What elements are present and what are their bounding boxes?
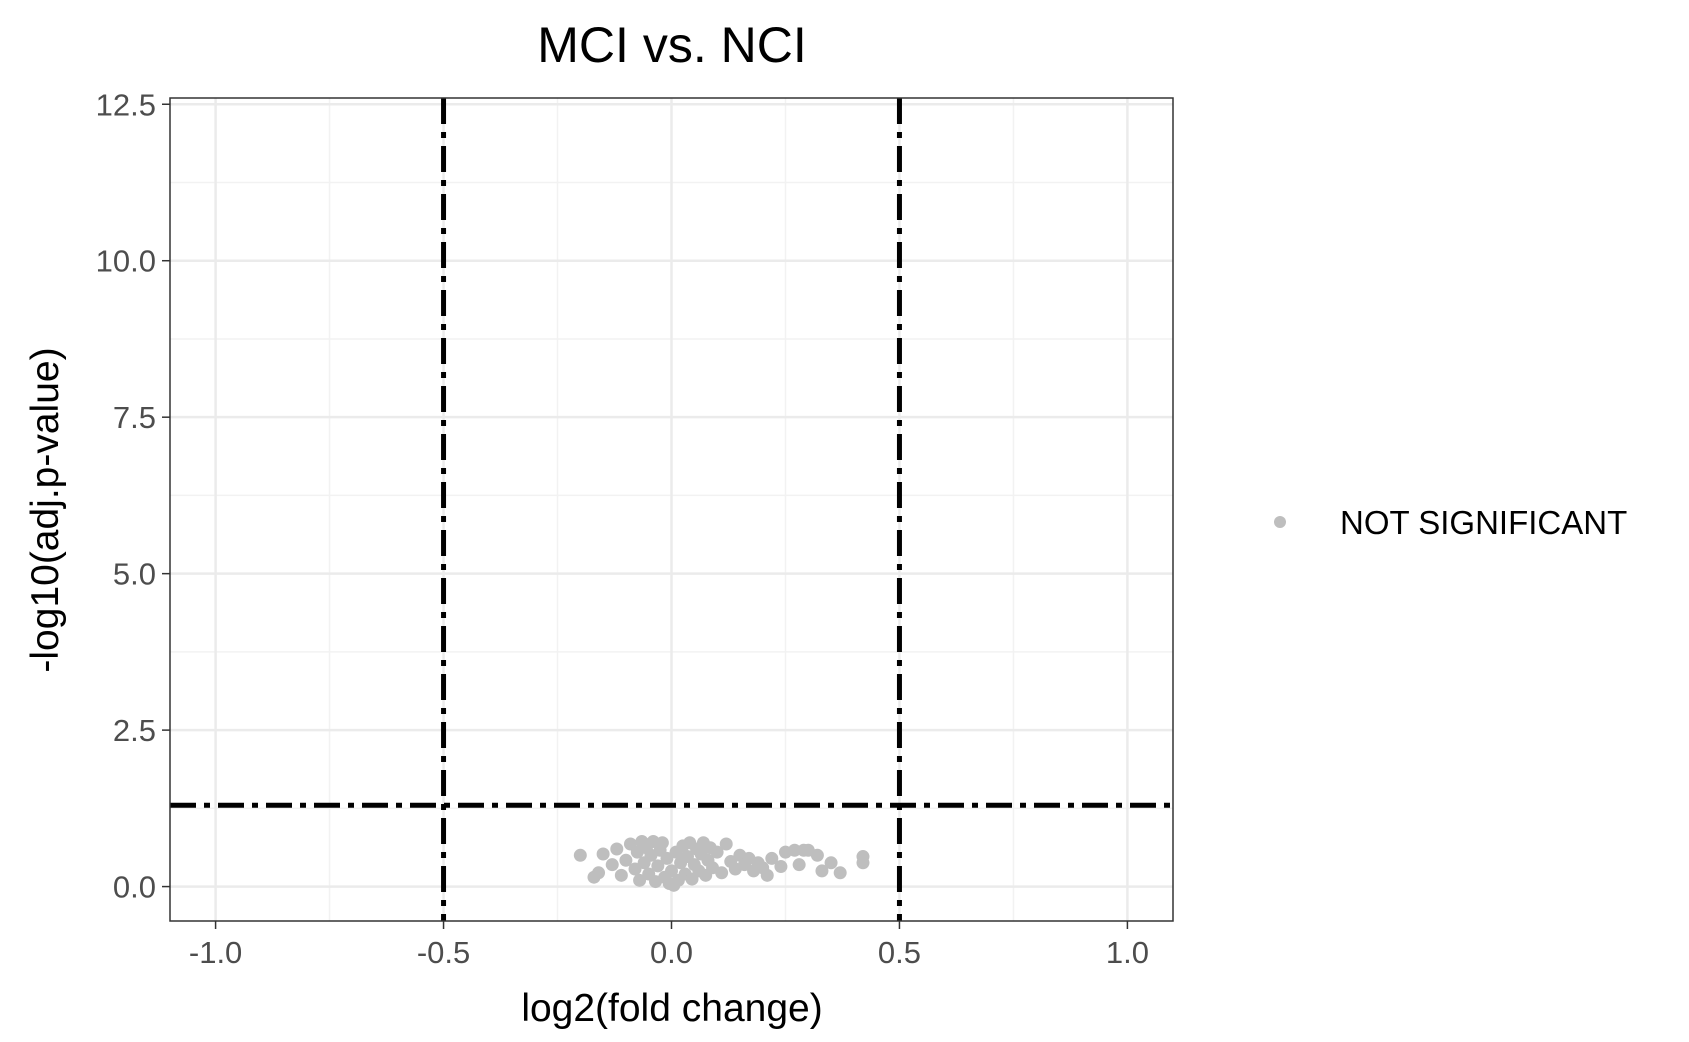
x-tick-label: 1.0 (1106, 935, 1149, 970)
data-point (774, 860, 788, 874)
data-point (815, 864, 829, 878)
data-point (660, 851, 674, 865)
data-point (596, 847, 610, 861)
data-point (651, 859, 665, 873)
data-point (605, 858, 619, 872)
y-tick-label: 7.5 (113, 400, 156, 435)
data-points (573, 835, 870, 892)
data-point (614, 868, 628, 882)
data-point (824, 856, 838, 870)
legend-key (1274, 516, 1286, 528)
data-point (573, 848, 587, 862)
data-point (856, 850, 870, 864)
y-axis: 0.0 2.5 5.0 7.5 10.0 12.5 (96, 87, 170, 905)
chart-title: MCI vs. NCI (537, 17, 806, 73)
data-point (592, 866, 606, 880)
y-tick-label: 12.5 (96, 87, 156, 122)
data-point (810, 848, 824, 862)
data-point (710, 845, 724, 859)
y-tick-label: 0.0 (113, 870, 156, 905)
data-point (610, 842, 624, 856)
data-point (628, 862, 642, 876)
data-point (715, 866, 729, 880)
x-tick-label: -0.5 (417, 935, 470, 970)
data-point (765, 851, 779, 865)
y-axis-title: -log10(adj.p-value) (24, 347, 67, 672)
data-point (833, 866, 847, 880)
data-point (655, 836, 669, 850)
data-point (719, 837, 733, 851)
data-point (760, 868, 774, 882)
x-tick-label: -1.0 (189, 935, 242, 970)
data-point (792, 858, 806, 872)
x-axis-title: log2(fold change) (521, 987, 822, 1030)
data-point (788, 843, 802, 857)
y-tick-label: 10.0 (96, 244, 156, 279)
legend: NOT SIGNIFICANT (1274, 504, 1627, 541)
x-tick-label: 0.0 (650, 935, 693, 970)
data-point (619, 853, 633, 867)
y-tick-label: 2.5 (113, 713, 156, 748)
threshold-lines (170, 98, 1173, 921)
y-tick-label: 5.0 (113, 557, 156, 592)
legend-label: NOT SIGNIFICANT (1340, 504, 1627, 541)
x-tick-label: 0.5 (878, 935, 921, 970)
data-point (633, 873, 647, 887)
data-point (665, 864, 678, 878)
x-axis: -1.0 -0.5 0.0 0.5 1.0 (189, 921, 1149, 970)
